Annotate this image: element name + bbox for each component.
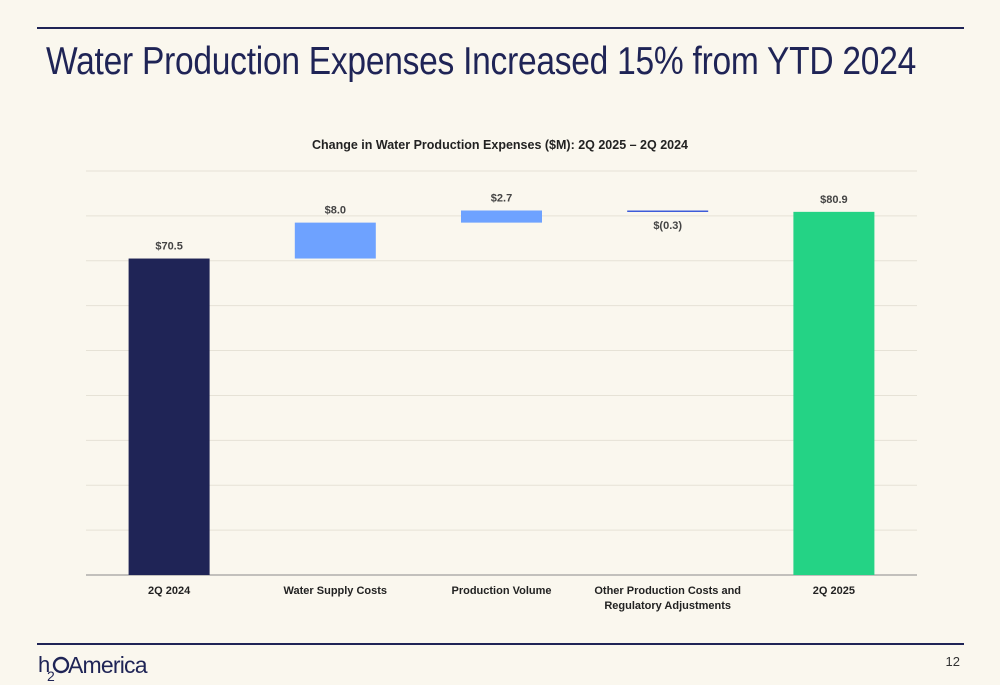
bar-4 — [793, 211, 875, 576]
category-label-4: 2Q 2025 — [813, 585, 855, 597]
logo-o-glyph — [52, 656, 70, 674]
top-rule — [37, 27, 964, 29]
bar-0 — [128, 258, 210, 575]
bottom-rule — [37, 643, 964, 645]
bar-2 — [461, 210, 542, 223]
data-label-3: $(0.3) — [653, 220, 682, 232]
category-label-0: 2Q 2024 — [148, 585, 191, 597]
bar-1 — [294, 222, 376, 259]
logo-2-glyph: 2 — [47, 668, 55, 682]
category-label-3: Other Production Costs and — [594, 585, 741, 597]
category-label-3: Regulatory Adjustments — [604, 600, 731, 612]
chart-title: Change in Water Production Expenses ($M)… — [311, 138, 689, 152]
data-label-0: $70.5 — [155, 241, 183, 253]
page-title: Water Production Expenses Increased 15% … — [46, 40, 916, 83]
logo-wordmark: America — [68, 652, 148, 678]
bar-3 — [627, 210, 709, 213]
category-label-1: Water Supply Costs — [284, 585, 388, 597]
data-label-4: $80.9 — [820, 194, 848, 206]
logo-h-glyph: h — [38, 652, 50, 677]
page-number: 12 — [945, 654, 960, 669]
h2o-logo-mark: h 2 — [38, 652, 70, 682]
data-label-2: $2.7 — [491, 193, 512, 205]
data-label-1: $8.0 — [325, 205, 346, 217]
waterfall-chart: $70.5 2Q 2024 $8.0 Water Supply Costs $2.7 Pr… — [86, 170, 917, 612]
category-label-2: Production Volume — [451, 585, 551, 597]
